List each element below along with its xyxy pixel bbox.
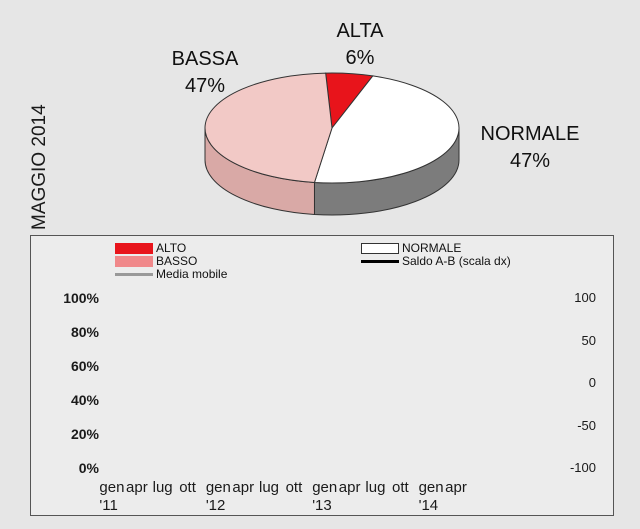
pie-label-normale-value: 47%	[509, 150, 551, 172]
pie-label-normale: NORMALE 47%	[460, 121, 600, 175]
legend-label-basso: BASSO	[156, 254, 198, 268]
legend-swatch-media	[115, 273, 153, 277]
y-tick-label: 40%	[70, 392, 99, 408]
legend-swatch-alto	[115, 243, 153, 255]
pie-label-bassa-name: BASSA	[171, 48, 239, 70]
legend-item-basso: BASSO	[115, 255, 197, 268]
y-tick-label: 20%	[70, 426, 99, 442]
x-year-label: '14	[418, 497, 439, 514]
x-tick-label: gen	[312, 479, 338, 496]
legend-swatch-normale	[361, 243, 399, 255]
pie-slice-bassa	[204, 72, 333, 183]
pie-label-normale-name: NORMALE	[480, 123, 580, 145]
x-year-label: '13	[312, 497, 332, 514]
y2-tick-label: 0	[588, 375, 596, 390]
y2-tick-label: 50	[581, 332, 596, 348]
legend-item-media: Media mobile	[115, 268, 227, 281]
x-tick-label: lug	[259, 479, 280, 496]
legend-label-saldo: Saldo A-B (scala dx)	[402, 254, 511, 268]
legend-label-normale: NORMALE	[402, 241, 462, 255]
x-tick-label: ott	[391, 479, 409, 496]
y-tick-label: 0%	[78, 460, 99, 476]
legend-swatch-basso	[115, 256, 153, 268]
y2-tick-label: -100	[569, 460, 596, 475]
x-tick-label: lug	[152, 479, 173, 496]
x-tick-label: ott	[179, 479, 196, 496]
legend-item-normale: NORMALE	[361, 242, 461, 255]
legend-item-alto: ALTO	[115, 242, 186, 255]
x-tick-label: gen	[205, 479, 231, 496]
y-tick-label: 60%	[70, 358, 99, 374]
x-tick-label: gen	[99, 479, 125, 496]
legend-item-saldo: Saldo A-B (scala dx)	[361, 255, 511, 268]
pie-label-alta-name: ALTA	[336, 20, 384, 42]
legend-swatch-saldo	[361, 260, 399, 264]
legend-label-media: Media mobile	[156, 267, 228, 281]
y-tick-label: 80%	[70, 324, 99, 340]
y2-tick-label: 100	[574, 290, 596, 305]
pie-label-bassa-value: 47%	[184, 75, 226, 97]
x-year-label: '12	[205, 497, 226, 514]
x-tick-label: apr	[232, 479, 255, 496]
pie-chart	[204, 72, 460, 216]
bar-chart-panel: ALTO BASSO Media mobile NORMALE Saldo A-…	[30, 235, 614, 516]
x-tick-label: apr	[445, 479, 467, 496]
side-label: MAGGIO 2014	[29, 104, 50, 230]
pie-label-alta: ALTA 6%	[330, 18, 390, 72]
pie-label-alta-value: 6%	[345, 47, 375, 69]
x-tick-label: apr	[126, 479, 148, 496]
pie-label-bassa: BASSA 47%	[150, 46, 260, 100]
x-tick-label: gen	[418, 479, 444, 496]
x-tick-label: apr	[338, 479, 361, 496]
x-year-label: '11	[99, 497, 118, 514]
x-tick-label: ott	[285, 479, 303, 496]
legend-label-alto: ALTO	[156, 241, 187, 255]
pie-slice-normale	[313, 75, 460, 184]
x-tick-label: lug	[365, 479, 386, 496]
y2-tick-label: -50	[577, 417, 596, 433]
y-tick-label: 100%	[63, 290, 99, 306]
